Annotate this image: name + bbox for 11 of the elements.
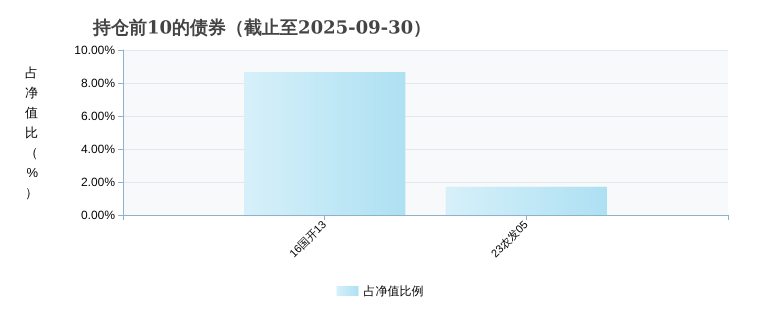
y-tick-label: 2.00% <box>80 175 116 189</box>
x-tick-label: 16国开13 <box>288 218 329 260</box>
chart-title: 持仓前10的债券（截止至2025-09-30） <box>92 18 432 38</box>
y-tick-label: 4.00% <box>80 142 116 156</box>
y-axis-title: 占净值比（%） <box>25 65 38 200</box>
legend-label: 占净值比例 <box>364 284 424 298</box>
y-tick-label: 0.00% <box>80 208 116 222</box>
x-tick-label: 23农发05 <box>489 218 531 260</box>
y-tick-label: 6.00% <box>80 109 116 123</box>
y-tick-label: 10.00% <box>74 43 116 57</box>
y-tick-label: 8.00% <box>80 76 116 90</box>
